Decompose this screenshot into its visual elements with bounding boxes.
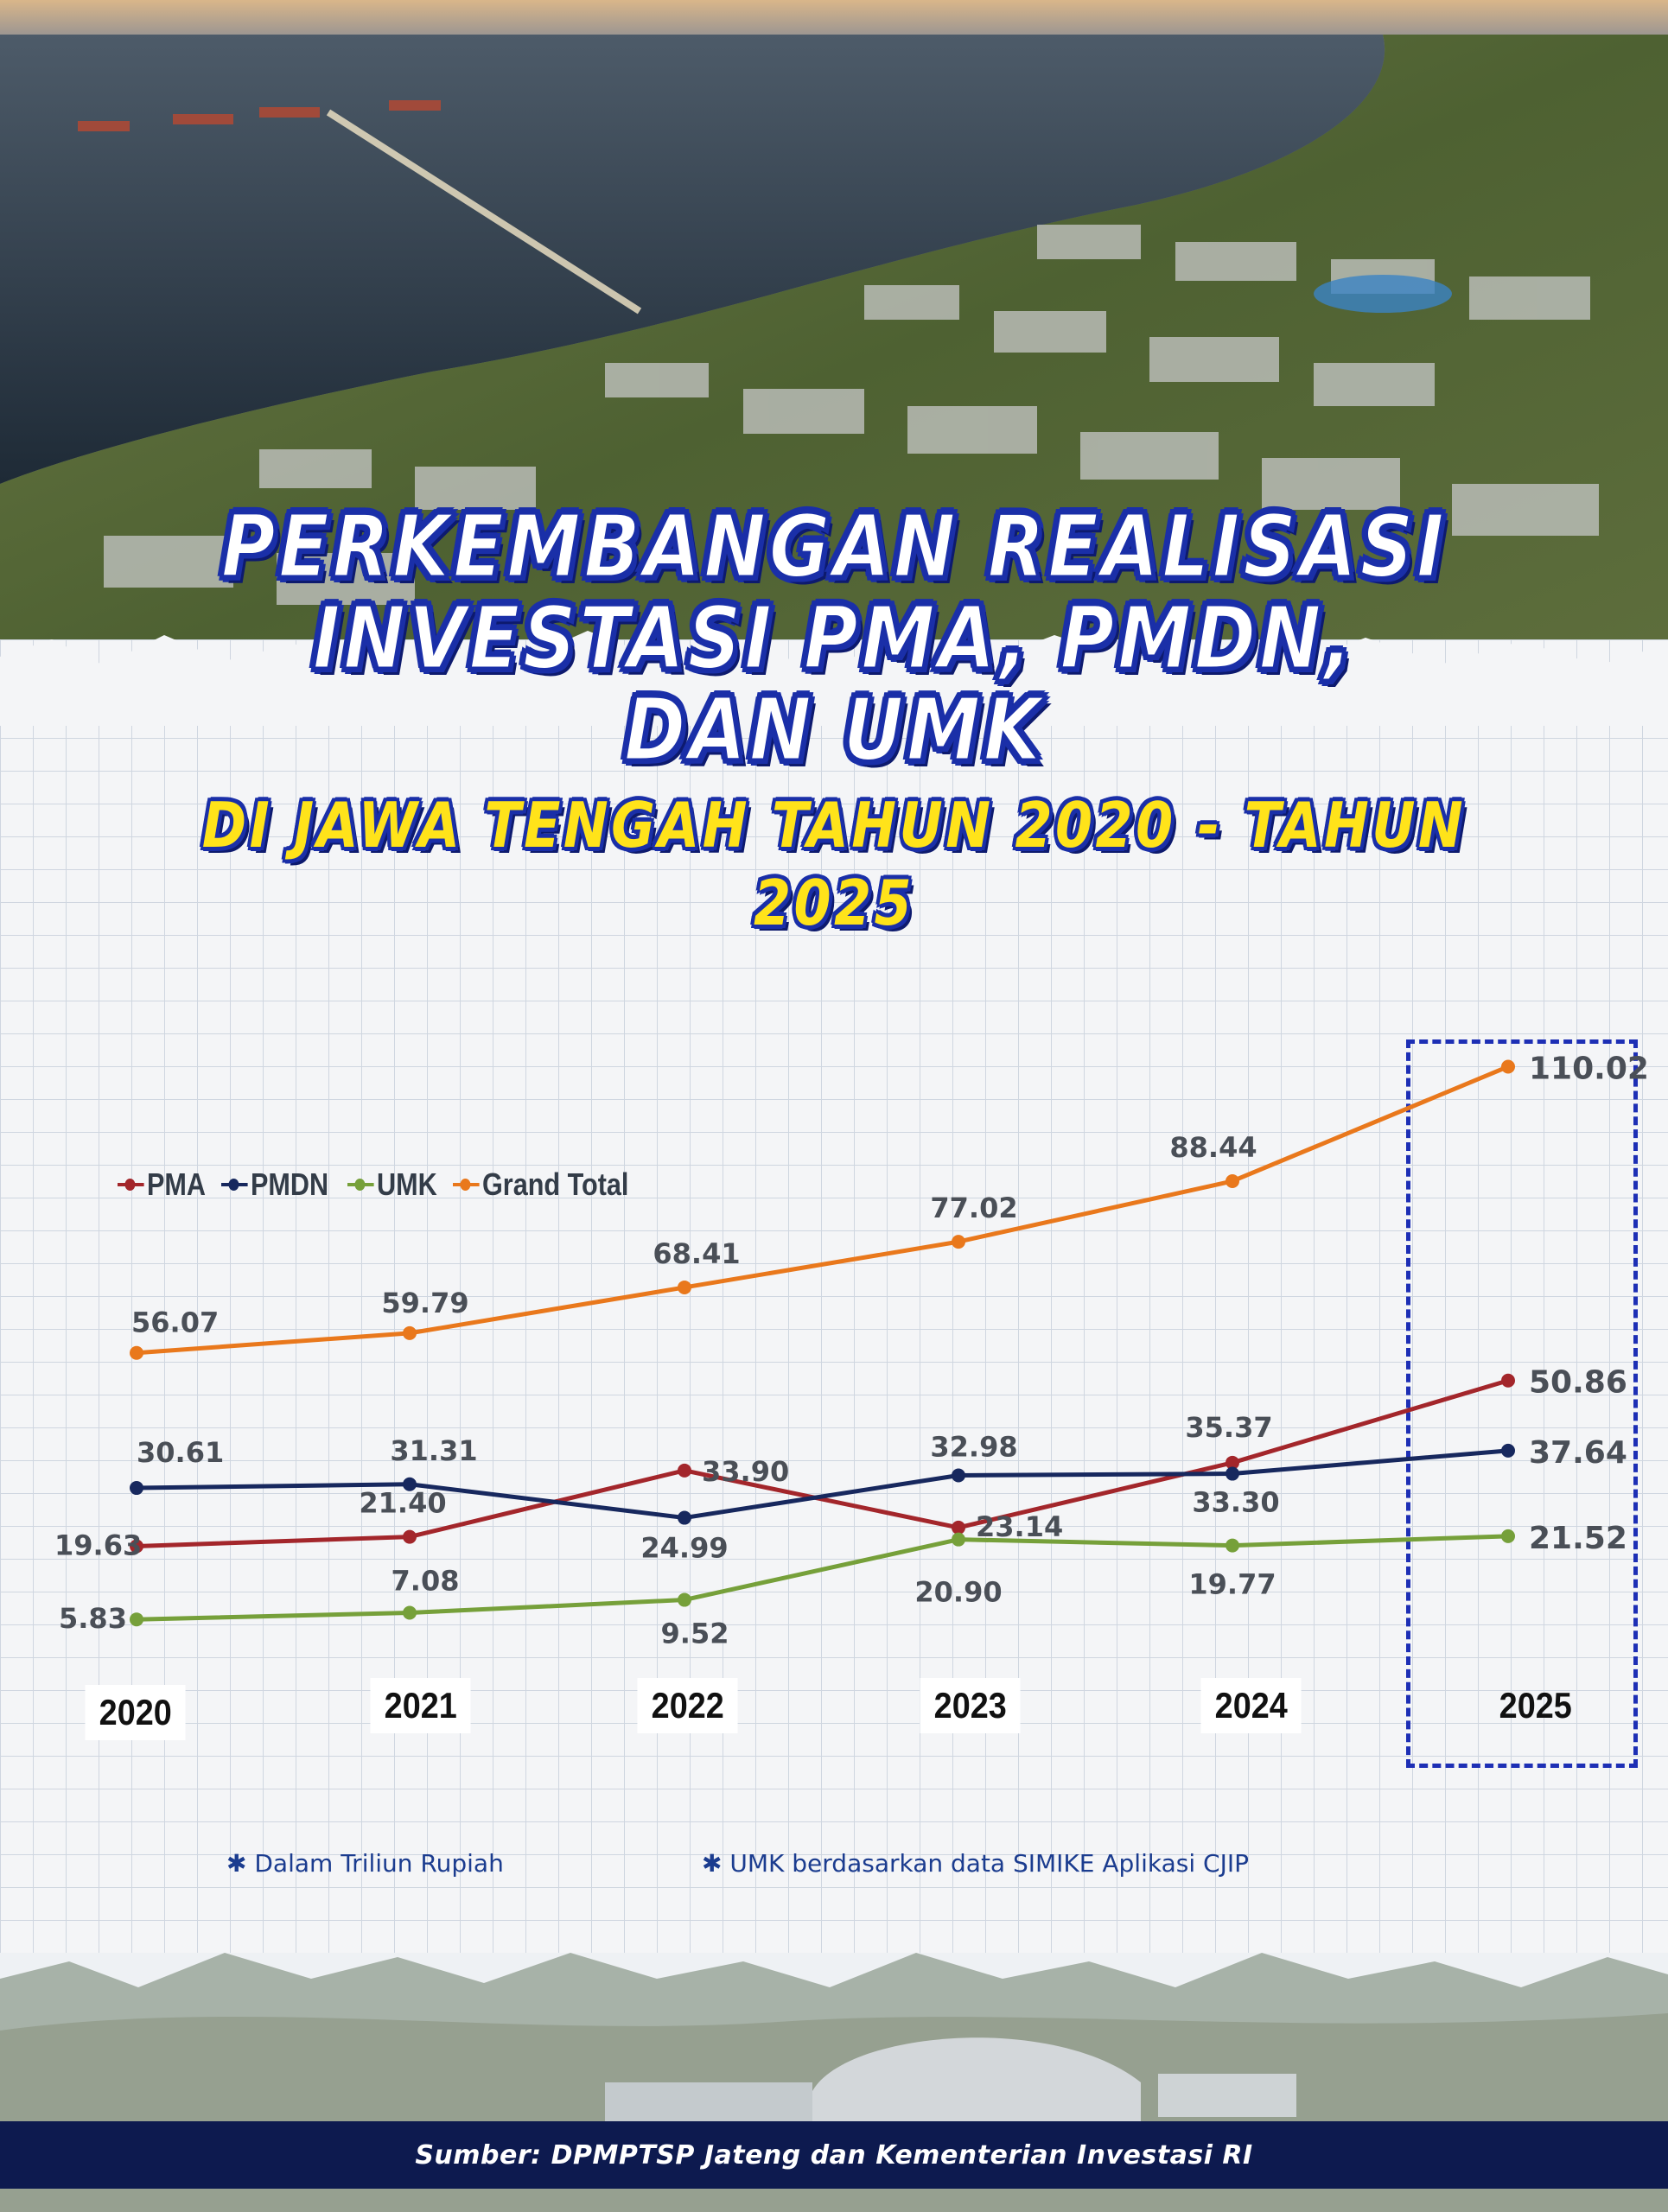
value-label-grand-total-2023: 77.02 [930,1192,1017,1224]
subtitle: DI JAWA TENGAH TAHUN 2020 - TAHUN 2025 [201,789,1467,939]
value-label-pmdn-2025: 37.64 [1529,1435,1627,1471]
point-umk-2025 [1501,1529,1515,1543]
chart-legend: PMA PMDN UMK Grand Total [118,1166,647,1203]
legend-swatch-pmdn [221,1179,248,1191]
series-line-pma [136,1378,1509,1548]
point-pmdn-2022 [678,1510,691,1525]
year-label-2021: 2021 [370,1678,471,1733]
year-label-2020: 2020 [85,1685,186,1740]
highlight-2025-box [1406,1039,1638,1768]
series-line-grand-total [136,1065,1509,1356]
point-pma-2020 [130,1539,143,1554]
value-label-grand-total-2024: 88.44 [1169,1131,1257,1164]
value-label-pma-2025: 50.86 [1529,1365,1627,1401]
series-line-umk [136,1534,1509,1622]
source-text: Sumber: DPMPTSP Jateng dan Kementerian I… [415,2139,1253,2171]
point-umk-2024 [1226,1538,1239,1553]
value-label-pma-2023: 23.14 [976,1510,1063,1543]
legend-label-pmdn: PMDN [251,1166,329,1202]
point-grand-total-2025 [1501,1059,1515,1074]
note-unit: ✱ Dalam Triliun Rupiah [226,1849,504,1878]
year-label-2025: 2025 [1499,1685,1572,1726]
value-label-pmdn-2024: 33.30 [1192,1486,1279,1519]
title-line-3: DAN UMK [623,679,1044,780]
point-pma-2022 [678,1463,691,1478]
legend-swatch-grand-total [452,1179,480,1191]
legend-swatch-pma [118,1179,144,1191]
value-label-pmdn-2021: 31.31 [390,1434,477,1467]
value-label-pmdn-2022: 24.99 [640,1532,728,1565]
legend-label-umk: UMK [377,1166,437,1202]
legend-item-grand-total: Grand Total [452,1166,629,1203]
title-line-1: PERKEMBANGAN REALISASI [220,496,1448,597]
point-pma-2025 [1501,1373,1515,1388]
legend-label-grand-total: Grand Total [481,1166,629,1202]
value-label-grand-total-2020: 56.07 [131,1306,219,1339]
footer-bar: Sumber: DPMPTSP Jateng dan Kementerian I… [0,2121,1668,2189]
line-chart: 19.63 21.40 33.90 23.14 35.37 50.86 30.61 31.31… [54,1051,1649,1650]
value-label-grand-total-2022: 68.41 [653,1237,740,1270]
value-label-umk-2025: 21.52 [1529,1521,1627,1556]
value-label-grand-total-2021: 59.79 [381,1287,468,1319]
point-pmdn-2025 [1501,1443,1515,1458]
point-pmdn-2023 [952,1468,965,1483]
point-grand-total-2023 [952,1235,965,1249]
legend-swatch-umk [347,1179,374,1191]
point-pmdn-2024 [1226,1466,1239,1481]
point-pma-2024 [1226,1455,1239,1470]
value-label-pma-2022: 33.90 [702,1455,789,1488]
value-label-pmdn-2020: 30.61 [137,1436,224,1469]
point-grand-total-2024 [1226,1173,1239,1188]
value-label-umk-2024: 19.77 [1188,1568,1276,1601]
value-label-umk-2021: 7.08 [392,1565,460,1598]
point-grand-total-2021 [403,1325,417,1340]
legend-item-pmdn: PMDN [221,1166,328,1203]
point-umk-2020 [130,1612,143,1627]
point-umk-2021 [403,1605,417,1620]
legend-item-pma: PMA [118,1166,206,1203]
value-label-pma-2020: 19.63 [54,1529,142,1561]
point-pma-2023 [952,1520,965,1535]
grid-paper-background [0,639,1668,1953]
torn-paper-edge [0,631,1668,726]
series-line-pmdn [136,1448,1509,1521]
year-label-2023: 2023 [920,1678,1021,1733]
point-pmdn-2020 [130,1481,143,1496]
value-label-umk-2023: 20.90 [914,1576,1002,1609]
value-label-umk-2020: 5.83 [59,1602,127,1635]
value-label-umk-2022: 9.52 [661,1618,729,1650]
year-label-2024: 2024 [1200,1678,1302,1733]
point-grand-total-2020 [130,1345,143,1360]
value-label-pma-2021: 21.40 [359,1487,446,1520]
value-label-grand-total-2025: 110.02 [1529,1051,1649,1086]
value-label-pmdn-2023: 32.98 [930,1431,1017,1464]
title-block: PERKEMBANGAN REALISASI INVESTASI PMA, PM… [0,496,1668,942]
point-grand-total-2022 [678,1280,691,1294]
title-line-2: INVESTASI PMA, PMDN, [311,588,1356,689]
point-umk-2023 [952,1532,965,1547]
point-umk-2022 [678,1592,691,1607]
legend-label-pma: PMA [147,1166,206,1202]
year-label-2022: 2022 [637,1678,738,1733]
point-pmdn-2021 [403,1477,417,1491]
legend-item-umk: UMK [347,1166,437,1203]
point-pma-2021 [403,1529,417,1544]
note-umk-source: ✱ UMK berdasarkan data SIMIKE Aplikasi C… [702,1849,1249,1878]
value-label-pma-2024: 35.37 [1185,1411,1272,1444]
